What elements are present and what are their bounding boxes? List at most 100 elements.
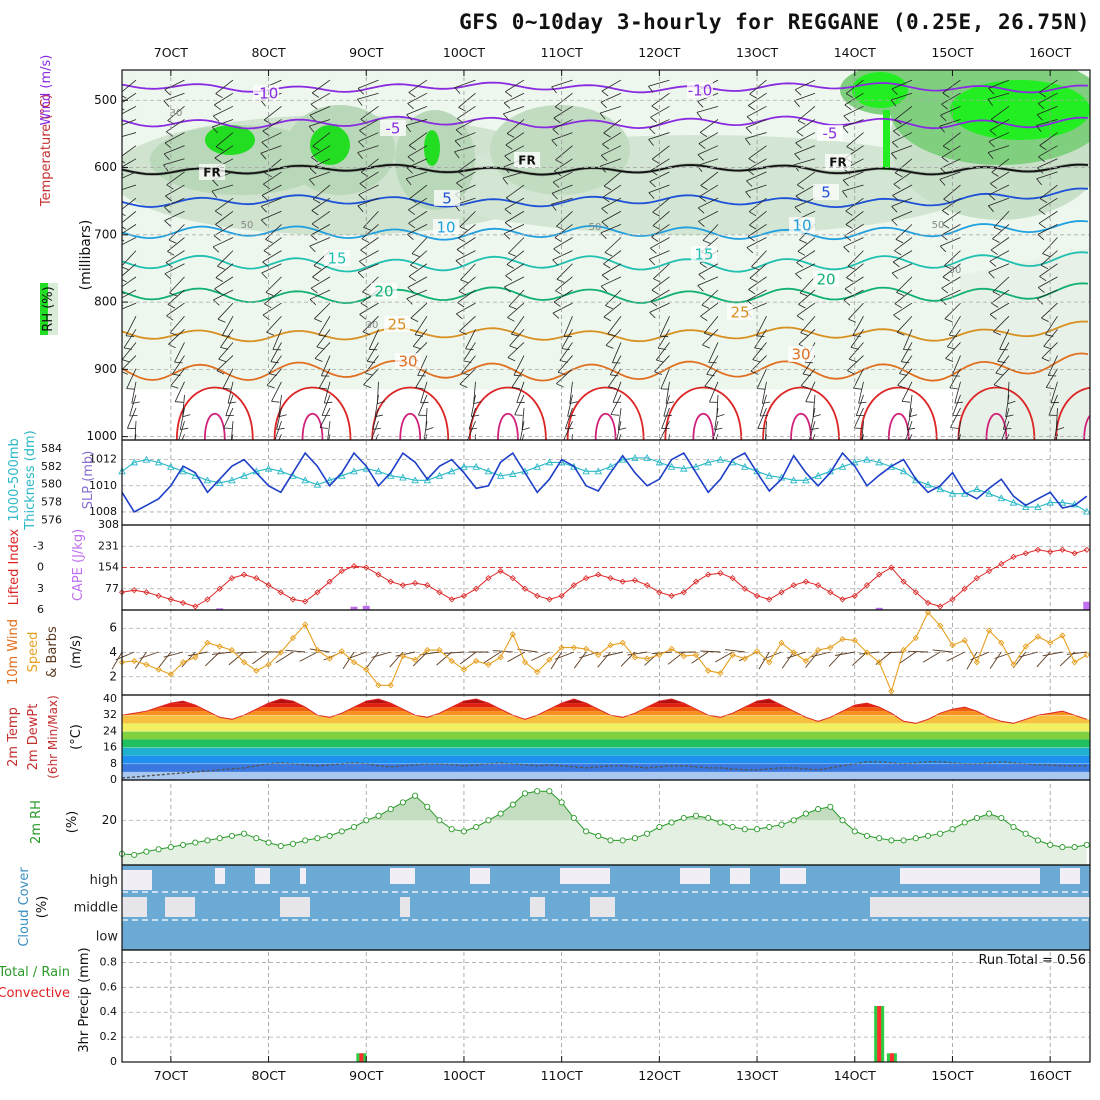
wind-barb [846,146,854,151]
wind-barb [892,250,913,263]
wind-barb [894,289,913,305]
wind-barb [115,192,120,198]
wind-barb [366,342,379,362]
lifted-index-point [961,585,968,592]
wind-barb [165,250,185,263]
thickness-point [814,471,822,479]
wind-barb [552,302,573,314]
wind-barb [1045,316,1058,335]
wind-barb [893,171,913,185]
wind-barb [358,132,379,142]
lifted-index-point [497,567,504,575]
rh-point [277,842,284,850]
wind-barb [410,302,428,319]
wind-barb [261,141,268,148]
thickness-tick-label: 580 [41,478,62,491]
thickness-point [545,458,554,466]
wind-barb [377,400,386,405]
lifted-index-tick-label: 3 [37,582,44,595]
wind-barb [168,224,185,241]
wind-speed-point [387,682,394,689]
wind-barb [942,132,961,147]
wind-barb [508,305,517,310]
temp-tick-label: 0 [110,773,117,786]
thickness-point [264,464,273,472]
warm-cell [175,386,254,440]
wind-barb [709,381,719,403]
isotherm-label-bg [789,217,815,233]
wind-barb [844,276,864,290]
warm-cell [887,412,910,440]
wind-speed-point [814,646,822,654]
temp-band [122,771,1090,780]
wind-speed-point [668,645,675,652]
wind-barb [227,381,234,404]
thickness-point [899,467,908,475]
wind-barb [659,316,670,337]
rh-point [607,837,614,844]
thickness-point [228,476,236,484]
wind-barb [892,184,913,196]
wind-barb-10m [573,651,587,669]
wind-barb [844,288,852,294]
wind-barb [357,145,379,153]
lifted-index-point [790,582,797,589]
wind-barb [708,342,719,363]
wind-barb [745,119,767,129]
wind-barb [465,329,476,350]
lifted-index-point [375,571,382,578]
wind-barb [311,210,331,225]
thickness-point [1034,503,1042,511]
wind-barb [122,289,137,299]
wind-barb [212,237,234,248]
wind-barb [842,184,864,192]
wind-barb [1036,114,1043,121]
wind-speed-point [1022,643,1029,650]
lifted-index-point [1047,548,1054,555]
wind-barb [698,132,719,144]
time-label-bottom: 9OCT [349,1068,384,1083]
wind-barb [894,158,913,174]
wind-barb [987,152,994,159]
wind-barb [990,249,998,255]
isotherm-label-bg [199,164,225,180]
wind-barb [988,205,994,212]
isotherm-label: 15 [694,246,713,264]
wind-barb [605,289,622,306]
time-label-top: 8OCT [251,45,286,60]
thickness-point [374,467,383,475]
wind-barb [214,210,223,216]
wind-barb [260,152,267,160]
isotherm-label-bg [727,304,753,320]
wind-barb-10m [805,651,819,668]
wind-barb [168,329,185,345]
wind-barb-10m [851,651,868,666]
wind-barb [213,235,221,241]
wind-barb [612,342,622,363]
wind-barb [116,181,122,187]
wind-barb [406,298,413,305]
wind-barb [561,348,570,351]
wind-barb [954,381,961,404]
lifted-index-tick-label: 6 [37,603,44,616]
wind-barb [122,371,128,375]
wind-barb [899,355,913,374]
wind-barb [988,79,1010,89]
rh2m-axis-label-2: (%) [65,811,80,834]
wind-barb [600,158,622,167]
lifted-index-point [192,603,199,610]
lifted-index-point [1022,550,1029,557]
wind-barb [651,276,670,291]
wind-speed-point [790,649,797,656]
wind-barb [504,276,525,288]
lifted-index-point [802,578,809,585]
wind-barb [369,348,378,351]
wind-barb [126,368,137,389]
rh-area-high [366,791,1005,821]
wind-barb [122,302,137,310]
wind-barb-10m [1059,651,1075,667]
temp-band [122,739,1090,748]
wind-barb [900,342,913,362]
wind-barb [309,171,331,180]
wind-barb-10m [994,651,1014,659]
